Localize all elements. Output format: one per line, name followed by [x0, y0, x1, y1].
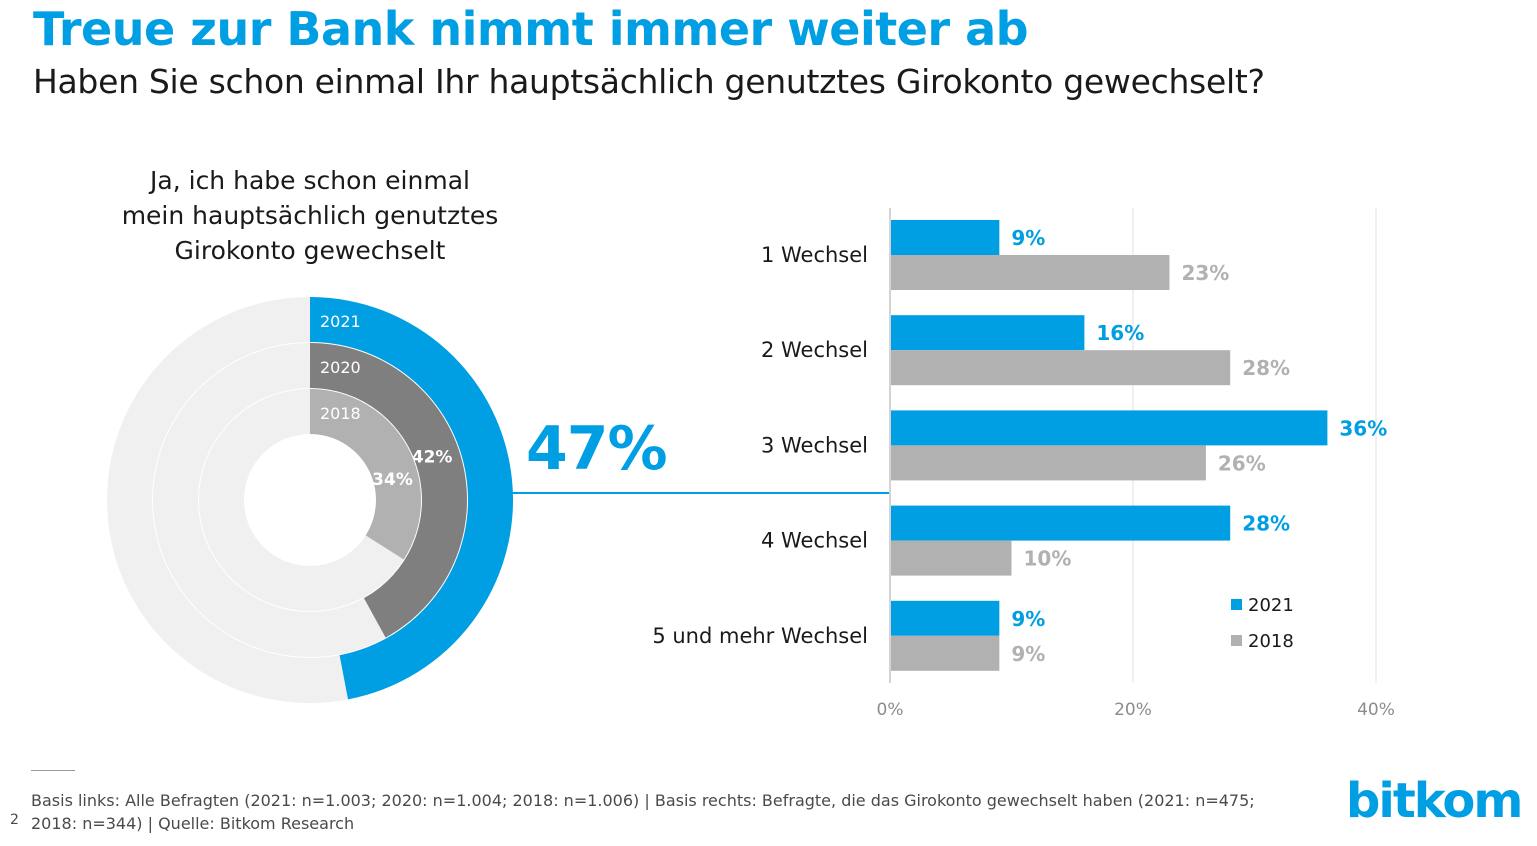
footer-line: 2018: n=344) | Quelle: Bitkom Research: [31, 814, 355, 833]
x-tick-label: 40%: [1357, 700, 1395, 720]
category-label: 5 und mehr Wechsel: [652, 624, 868, 648]
category-label: 2 Wechsel: [761, 338, 868, 362]
bitkom-logo: bitkom: [1346, 773, 1523, 829]
category-label: 3 Wechsel: [761, 433, 868, 457]
category-label: 4 Wechsel: [761, 529, 868, 553]
bar-2021: [891, 220, 1000, 255]
donut-ring-year-label: 2021: [320, 312, 361, 331]
bar-value-label: 26%: [1218, 451, 1266, 475]
bar-value-label: 36%: [1339, 416, 1387, 440]
page-subtitle: Haben Sie schon einmal Ihr hauptsächlich…: [33, 62, 1265, 101]
donut-ring-segment: [310, 297, 513, 700]
bar-2021: [891, 505, 1231, 541]
donut-ring-segment: [310, 389, 421, 560]
bar-2021: [891, 410, 1328, 446]
bar-2021: [891, 600, 1000, 636]
legend-label: 2021: [1248, 595, 1294, 616]
footer-line: Basis links: Alle Befragten (2021: n=1.0…: [31, 791, 1255, 810]
footer-source-note: Basis links: Alle Befragten (2021: n=1.0…: [31, 789, 1291, 835]
x-tick-label: 0%: [877, 700, 904, 720]
x-tick-label: 20%: [1114, 700, 1152, 720]
donut-ring-segment: [310, 343, 467, 638]
bar-2018: [891, 540, 1012, 576]
legend-swatch-2018: [1231, 635, 1242, 646]
donut-chart-title: Ja, ich habe schon einmal mein hauptsäch…: [90, 163, 530, 268]
bar-value-label: 28%: [1242, 512, 1290, 536]
donut-title-line: Ja, ich habe schon einmal: [150, 166, 470, 195]
bar-value-label: 9%: [1011, 226, 1045, 250]
bar-2018: [891, 635, 1000, 671]
bar-2018: [891, 445, 1206, 481]
bar-2018: [891, 255, 1170, 290]
bar-value-label: 9%: [1011, 607, 1045, 631]
donut-ring-year-label: 2018: [320, 404, 361, 423]
footer-divider: [31, 770, 75, 771]
page-title: Treue zur Bank nimmt immer weiter ab: [33, 2, 1029, 56]
legend-label: 2018: [1248, 631, 1294, 652]
donut-ring-year-label: 2020: [320, 358, 361, 377]
donut-title-line: Girokonto gewechselt: [174, 236, 446, 265]
donut-ring-value-label: 34%: [372, 470, 413, 490]
donut-ring-value-label: 42%: [412, 448, 453, 468]
highlight-percentage: 47%: [526, 414, 668, 484]
legend-swatch-2021: [1231, 599, 1242, 610]
connector-line: [512, 492, 890, 494]
bar-2021: [891, 315, 1085, 351]
donut-title-line: mein hauptsächlich genutztes: [121, 201, 499, 230]
category-label: 1 Wechsel: [761, 243, 868, 267]
bar-value-label: 16%: [1096, 321, 1144, 345]
bar-value-label: 23%: [1181, 261, 1229, 285]
bar-value-label: 9%: [1011, 642, 1045, 666]
bar-value-label: 10%: [1024, 547, 1072, 571]
page-number: 2: [10, 812, 19, 828]
bar-value-label: 28%: [1242, 356, 1290, 380]
bar-2018: [891, 350, 1231, 386]
